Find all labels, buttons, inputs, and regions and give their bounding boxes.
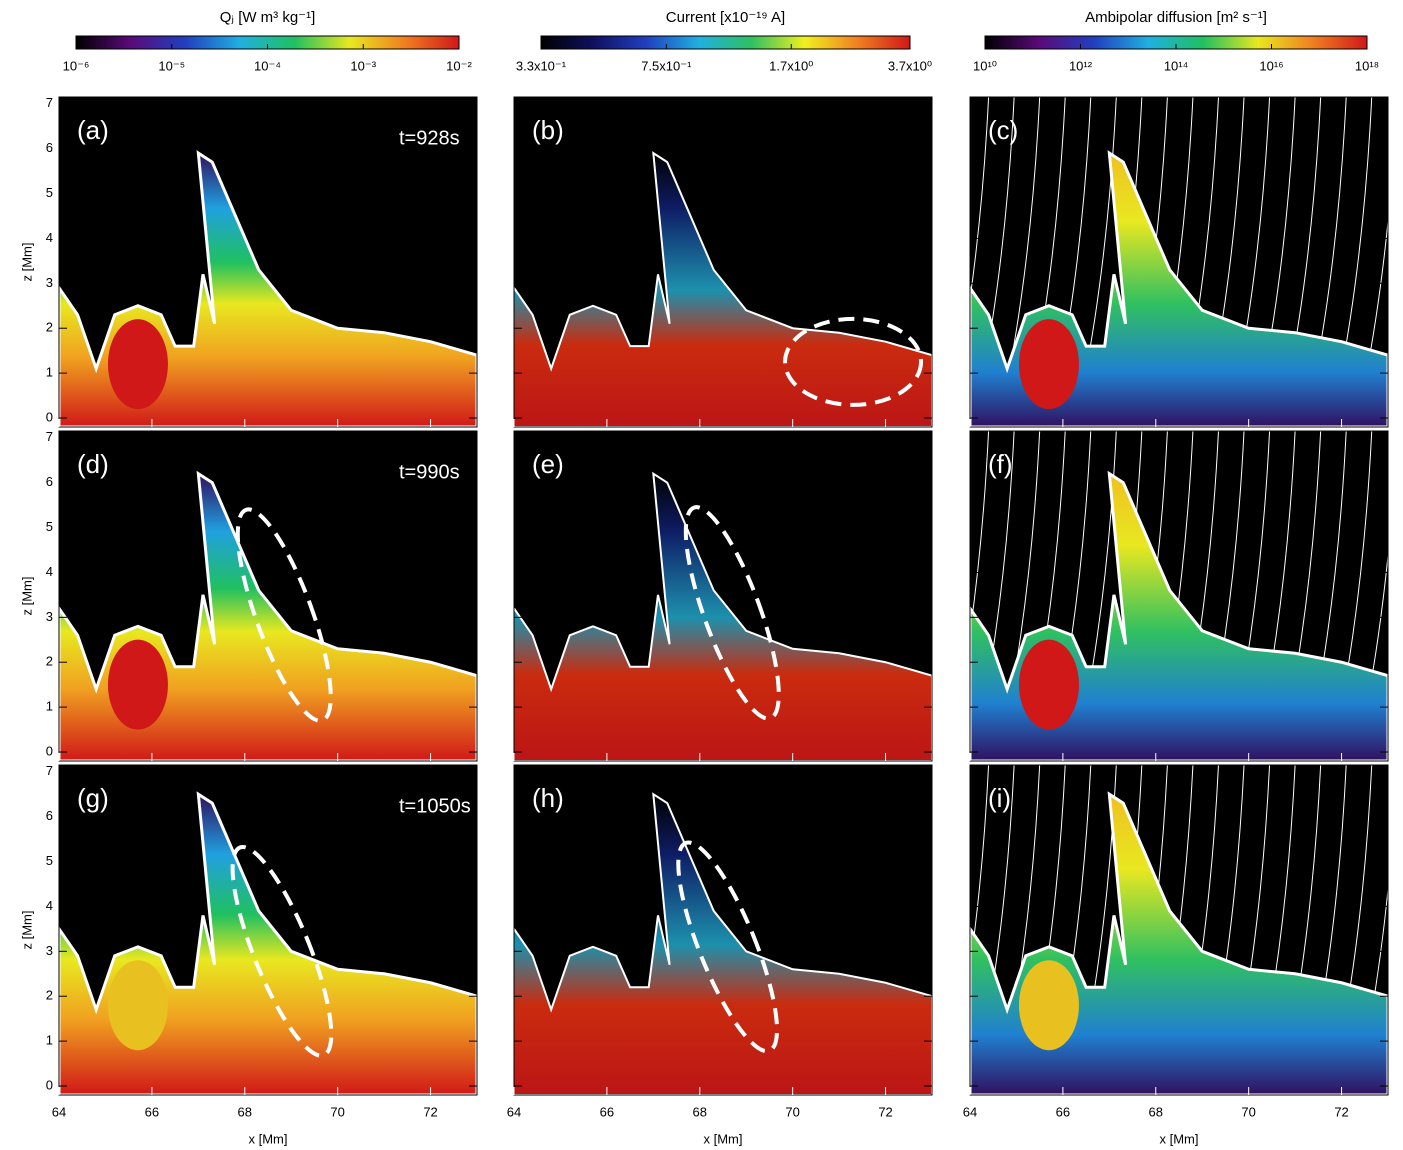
x-axis-label: x [Mm] — [704, 1131, 743, 1146]
x-tick-label: 70 — [330, 1104, 344, 1119]
y-tick-label: 7 — [46, 429, 53, 444]
x-tick-label: 68 — [238, 1104, 252, 1119]
y-tick-label: 4 — [46, 230, 53, 245]
x-tick-label: 72 — [1334, 1104, 1348, 1119]
y-tick-label: 3 — [46, 275, 53, 290]
colorbar-tick-label: 3.3x10⁻¹ — [516, 58, 567, 73]
figure: Qⱼ [W m³ kg⁻¹] 10⁻⁶ 10⁻⁵ 10⁻⁴ 10⁻³ 10⁻² Curren… — [0, 0, 1403, 1150]
colorbar-tick-label: 10⁻³ — [350, 58, 376, 73]
colorbar-tick-label: 10⁻⁵ — [158, 58, 185, 73]
colorbar-tick-label: 10⁻⁴ — [254, 58, 281, 73]
x-tick-label: 72 — [878, 1104, 892, 1119]
blob — [1019, 960, 1079, 1050]
y-tick-label: 1 — [46, 699, 53, 714]
y-axis-label: z [Mm] — [19, 911, 34, 950]
y-tick-label: 7 — [46, 95, 53, 110]
y-tick-label: 5 — [46, 519, 53, 534]
x-tick-label: 72 — [423, 1104, 437, 1119]
colorbar-title: Ambipolar diffusion [m² s⁻¹] — [1085, 9, 1267, 26]
y-axis-label: z [Mm] — [19, 243, 34, 282]
time-label: t=1050s — [399, 795, 471, 817]
colorbar-tick-label: 7.5x10⁻¹ — [641, 58, 692, 73]
colorbar-tick-label: 10⁻² — [446, 58, 472, 73]
panel-label: (e) — [532, 449, 564, 479]
x-tick-label: 70 — [785, 1104, 799, 1119]
y-tick-label: 0 — [46, 743, 53, 758]
panel-label: (h) — [532, 783, 564, 813]
colorbar-title: Qⱼ [W m³ kg⁻¹] — [220, 9, 316, 26]
y-tick-label: 6 — [46, 474, 53, 489]
panel-label: (c) — [988, 115, 1018, 145]
blob — [108, 960, 168, 1050]
x-tick-label: 66 — [600, 1104, 614, 1119]
colorbar-tick-label: 10¹⁰ — [973, 58, 997, 73]
colorbar-tick-label: 3.7x10⁰ — [888, 58, 932, 73]
x-tick-label: 66 — [1056, 1104, 1070, 1119]
y-tick-label: 0 — [46, 1077, 53, 1092]
y-tick-label: 1 — [46, 1033, 53, 1048]
y-tick-label: 3 — [46, 609, 53, 624]
y-tick-label: 6 — [46, 808, 53, 823]
panel-label: (a) — [77, 115, 109, 145]
panel-label: (b) — [532, 115, 564, 145]
blob — [108, 319, 168, 409]
colorbar-tick-label: 1.7x10⁰ — [769, 58, 813, 73]
y-axis-label: z [Mm] — [19, 577, 34, 616]
colorbar-tick-label: 10¹⁸ — [1355, 58, 1379, 73]
x-tick-label: 68 — [693, 1104, 707, 1119]
colorbar-tick-label: 10⁻⁶ — [63, 58, 90, 73]
time-label: t=928s — [399, 127, 460, 149]
x-axis-label: x [Mm] — [1160, 1131, 1199, 1146]
y-tick-label: 0 — [46, 409, 53, 424]
x-tick-label: 70 — [1241, 1104, 1255, 1119]
colorbar-tick-label: 10¹⁴ — [1164, 58, 1188, 73]
x-tick-label: 64 — [507, 1104, 521, 1119]
y-tick-label: 4 — [46, 564, 53, 579]
y-tick-label: 2 — [46, 654, 53, 669]
y-tick-label: 4 — [46, 898, 53, 913]
y-tick-label: 2 — [46, 988, 53, 1003]
y-tick-label: 1 — [46, 365, 53, 380]
x-tick-label: 64 — [52, 1104, 66, 1119]
colorbar-tick-label: 10¹⁶ — [1259, 58, 1283, 73]
blob — [1019, 319, 1079, 409]
colorbar — [541, 36, 910, 49]
colorbar-title: Current [x10⁻¹⁹ A] — [666, 9, 785, 26]
panel-label: (i) — [988, 783, 1011, 813]
x-tick-label: 64 — [963, 1104, 977, 1119]
panel-label: (d) — [77, 449, 109, 479]
y-tick-label: 5 — [46, 185, 53, 200]
x-axis-label: x [Mm] — [249, 1131, 288, 1146]
y-tick-label: 6 — [46, 140, 53, 155]
colorbar-tick-label: 10¹² — [1069, 58, 1093, 73]
y-tick-label: 7 — [46, 763, 53, 778]
panel-label: (f) — [988, 449, 1013, 479]
y-tick-label: 5 — [46, 853, 53, 868]
blob — [1019, 640, 1079, 730]
y-tick-label: 2 — [46, 320, 53, 335]
y-tick-label: 3 — [46, 943, 53, 958]
blob — [108, 640, 168, 730]
x-tick-label: 68 — [1149, 1104, 1163, 1119]
panel-label: (g) — [77, 783, 109, 813]
time-label: t=990s — [399, 461, 460, 483]
x-tick-label: 66 — [145, 1104, 159, 1119]
